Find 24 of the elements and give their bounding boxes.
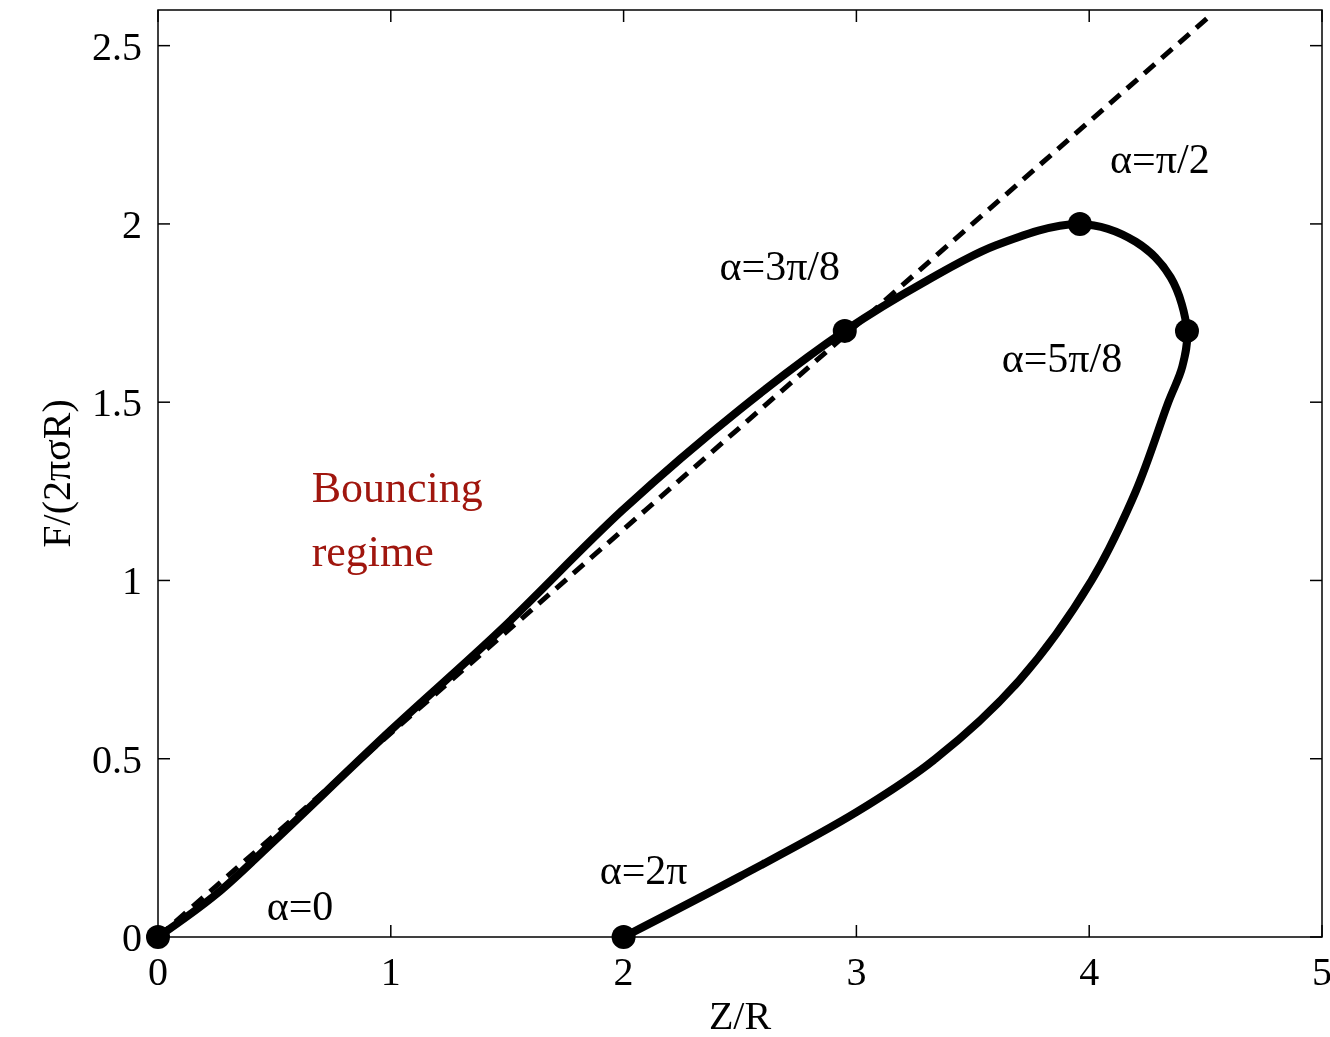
- y-tick-label: 1.5: [92, 380, 142, 426]
- annotation: α=3π/8: [719, 242, 841, 289]
- y-tick-label: 0: [122, 915, 142, 960]
- annotation: α=5π/8: [1001, 334, 1123, 381]
- x-tick-label: 1: [380, 949, 401, 994]
- y-tick-label: 2.5: [92, 23, 142, 69]
- point: [611, 925, 636, 949]
- y-axis-title: F/(2πσR): [34, 399, 79, 548]
- x-tick-label: 4: [1079, 949, 1100, 994]
- x-tick-label: 3: [846, 949, 867, 994]
- annotation: Bouncing regime: [311, 463, 483, 577]
- annotation: α=2π: [599, 846, 688, 893]
- point: [1067, 211, 1092, 236]
- point: [832, 318, 857, 343]
- annotation: α=π/2: [1110, 135, 1210, 182]
- y-tick-label: 2: [122, 201, 142, 247]
- x-tick-label: 2: [613, 949, 634, 994]
- x-axis-title: Z/R: [708, 993, 772, 1037]
- point: [146, 925, 170, 949]
- y-tick-label: 1: [122, 558, 142, 604]
- point: [1174, 318, 1199, 343]
- annotation: α=0: [266, 882, 334, 929]
- x-tick-label: 5: [1312, 949, 1330, 994]
- y-tick-label: 0.5: [92, 736, 142, 782]
